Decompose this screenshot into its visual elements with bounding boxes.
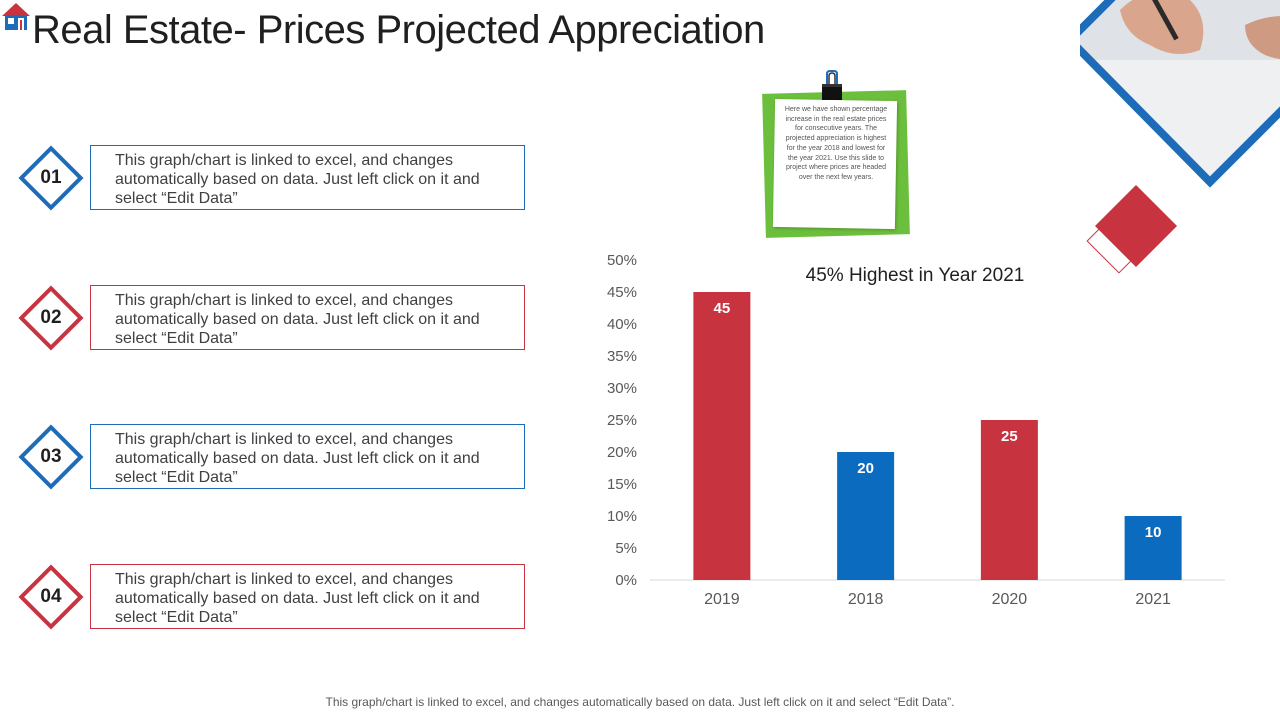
- y-tick-label: 15%: [607, 476, 637, 493]
- bar[interactable]: [693, 292, 751, 580]
- page-title: Real Estate- Prices Projected Appreciati…: [32, 8, 765, 52]
- info-row-2: 02 This graph/chart is linked to excel, …: [18, 285, 528, 351]
- info-row-3: 03 This graph/chart is linked to excel, …: [18, 424, 528, 490]
- photo-frame: [1080, 0, 1280, 188]
- house-icon: [2, 3, 30, 30]
- y-tick-label: 20%: [607, 444, 637, 461]
- row-text[interactable]: This graph/chart is linked to excel, and…: [90, 145, 525, 210]
- bar[interactable]: [1124, 516, 1182, 580]
- bar[interactable]: [837, 452, 895, 580]
- sticky-note[interactable]: Here we have shown percentage increase i…: [760, 70, 912, 240]
- y-tick-label: 10%: [607, 508, 637, 525]
- bar-data-label: 20: [857, 460, 874, 477]
- info-row-1: 01 This graph/chart is linked to excel, …: [18, 145, 528, 211]
- row-text[interactable]: This graph/chart is linked to excel, and…: [90, 424, 525, 489]
- y-tick-label: 25%: [607, 412, 637, 429]
- bar-data-label: 10: [1145, 524, 1162, 541]
- row-number: 03: [40, 446, 62, 467]
- y-tick-label: 40%: [607, 316, 637, 333]
- y-tick-label: 0%: [615, 572, 637, 589]
- y-tick-label: 35%: [607, 348, 637, 365]
- x-tick-label: 2018: [848, 591, 884, 608]
- bar[interactable]: [980, 420, 1038, 580]
- info-row-4: 04 This graph/chart is linked to excel, …: [18, 564, 528, 630]
- y-tick-label: 30%: [607, 380, 637, 397]
- bar-data-label: 45: [714, 300, 731, 317]
- note-text: Here we have shown percentage increase i…: [784, 106, 888, 181]
- y-tick-label: 5%: [615, 540, 637, 557]
- footer-note: This graph/chart is linked to excel, and…: [325, 695, 955, 709]
- bar-chart[interactable]: 0%5%10%15%20%25%30%35%40%45%50%452019202…: [590, 245, 1240, 625]
- bar-data-label: 25: [1001, 428, 1018, 445]
- row-number: 01: [40, 167, 62, 188]
- row-number: 02: [40, 307, 62, 328]
- x-tick-label: 2020: [992, 591, 1028, 608]
- chart-title: 45% Highest in Year 2021: [806, 265, 1025, 286]
- row-number: 04: [40, 586, 62, 607]
- binder-clip-icon: [822, 70, 842, 100]
- row-text[interactable]: This graph/chart is linked to excel, and…: [90, 285, 525, 350]
- x-tick-label: 2021: [1135, 591, 1171, 608]
- row-text[interactable]: This graph/chart is linked to excel, and…: [90, 564, 525, 629]
- writing-hand-photo: [1080, 0, 1280, 182]
- x-tick-label: 2019: [704, 591, 740, 608]
- y-tick-label: 50%: [607, 252, 637, 269]
- y-tick-label: 45%: [607, 284, 637, 301]
